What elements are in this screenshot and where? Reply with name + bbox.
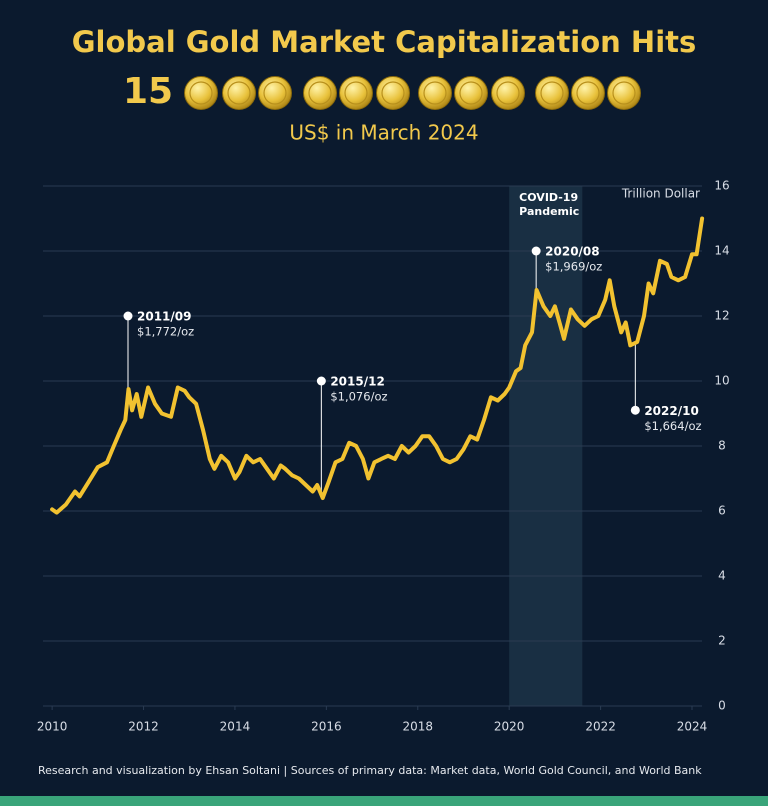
- coin: [535, 76, 569, 110]
- footer-bar: [0, 796, 768, 806]
- coin-rim: [189, 81, 213, 105]
- y-tick-label: 14: [714, 244, 729, 258]
- coin: [418, 76, 452, 110]
- coin-rim: [576, 81, 600, 105]
- annotation-dot: [531, 246, 541, 256]
- coin: [258, 76, 292, 110]
- coin-rim: [540, 81, 564, 105]
- coin-rim: [381, 81, 405, 105]
- annotation-price: $1,969/oz: [545, 260, 602, 274]
- coin: [184, 76, 218, 110]
- x-tick-label: 2018: [403, 720, 434, 734]
- coin: [454, 76, 488, 110]
- annotation-dot: [630, 405, 640, 415]
- coin-rim: [263, 81, 287, 105]
- y-tick-label: 0: [718, 699, 726, 713]
- coin: [303, 76, 337, 110]
- coin-rim: [496, 81, 520, 105]
- annotation-dot: [316, 376, 326, 386]
- y-tick-label: 6: [718, 504, 726, 518]
- coin: [571, 76, 605, 110]
- title-number: 15: [123, 71, 173, 112]
- coin-rim: [612, 81, 636, 105]
- coin-rim: [227, 81, 251, 105]
- coin-rim: [423, 81, 447, 105]
- annotation-dot: [123, 311, 133, 321]
- x-tick-label: 2014: [220, 720, 251, 734]
- y-tick-label: 16: [714, 179, 729, 193]
- source-note: Research and visualization by Ehsan Solt…: [38, 764, 702, 777]
- band-label: COVID-19: [519, 191, 578, 204]
- chart-subtitle: US$ in March 2024: [289, 121, 478, 145]
- y-tick-label: 2: [718, 634, 726, 648]
- y-tick-label: 10: [714, 374, 729, 388]
- coin: [339, 76, 373, 110]
- x-tick-label: 2012: [128, 720, 159, 734]
- x-tick-label: 2016: [311, 720, 342, 734]
- band-label: Pandemic: [519, 205, 579, 218]
- annotation-date: 2022/10: [644, 404, 698, 418]
- y-tick-label: 12: [714, 309, 729, 323]
- annotation-date: 2015/12: [330, 375, 384, 389]
- x-tick-label: 2010: [37, 720, 68, 734]
- annotation-price: $1,664/oz: [644, 419, 701, 433]
- annotation-price: $1,772/oz: [137, 325, 194, 339]
- y-tick-label: 4: [718, 569, 726, 583]
- coin-icons: [184, 76, 641, 110]
- coin-rim: [308, 81, 332, 105]
- annotation-price: $1,076/oz: [330, 390, 387, 404]
- coin-rim: [344, 81, 368, 105]
- coin: [376, 76, 410, 110]
- annotation-date: 2020/08: [545, 245, 599, 259]
- x-tick-label: 2020: [494, 720, 525, 734]
- data-line: [50, 216, 705, 515]
- x-tick-label: 2022: [585, 720, 616, 734]
- x-tick-label: 2024: [677, 720, 708, 734]
- annotations: [127, 251, 636, 498]
- coin-rim: [459, 81, 483, 105]
- y-tick-label: 8: [718, 439, 726, 453]
- y-axis-label: Trillion Dollar: [621, 187, 700, 201]
- chart-title: Global Gold Market Capitalization Hits: [72, 25, 697, 59]
- coin: [491, 76, 525, 110]
- plot-area: [43, 185, 702, 710]
- coin: [607, 76, 641, 110]
- annotation-date: 2011/09: [137, 310, 191, 324]
- coin: [222, 76, 256, 110]
